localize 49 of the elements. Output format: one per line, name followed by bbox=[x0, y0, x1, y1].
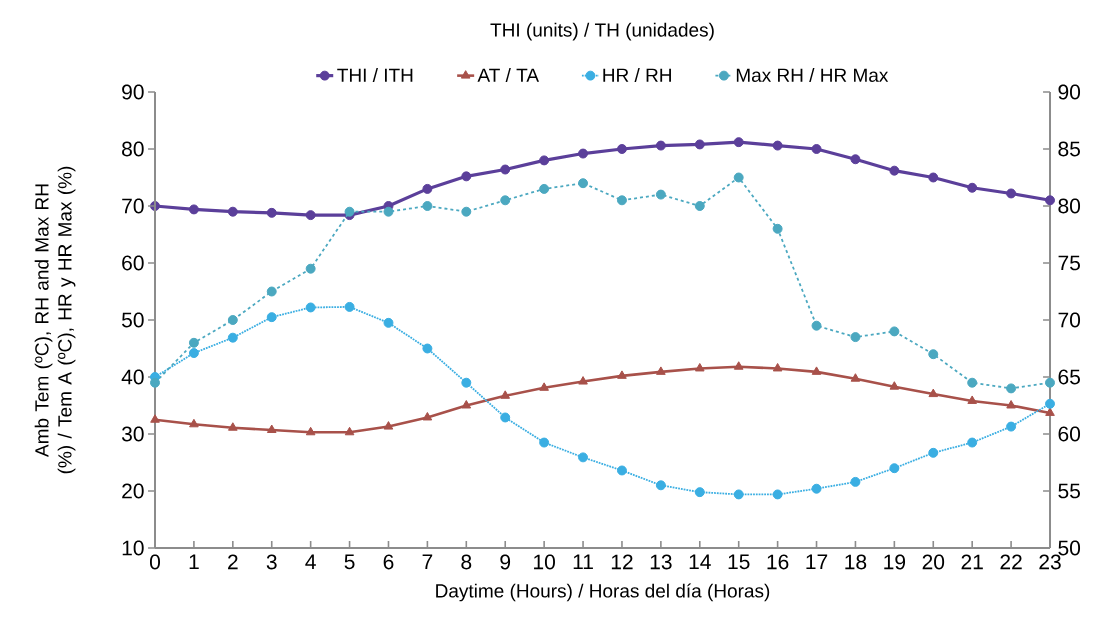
x-tick-label: 10 bbox=[534, 554, 555, 570]
x-tick-label: 18 bbox=[845, 554, 867, 570]
y2-tick-label: 80 bbox=[1058, 198, 1081, 214]
x-tick-label: 2 bbox=[228, 554, 238, 570]
x-tick-label: 21 bbox=[961, 554, 983, 570]
y-tick-label: 30 bbox=[121, 426, 144, 442]
y-tick-label: 10 bbox=[122, 540, 144, 556]
x-tick-label: 19 bbox=[884, 554, 906, 570]
x-axis-title: Daytime (Hours) / Horas del día (Horas) bbox=[436, 583, 770, 602]
y2-tick-label: 85 bbox=[1058, 141, 1080, 157]
x-tick-label: 8 bbox=[461, 554, 472, 570]
y-axis-title: Amb Tem (ºC), RH and Max RH (%) / Tem A (ºC), HR y HR Max (%) bbox=[34, 166, 76, 474]
x-tick-label: 3 bbox=[266, 554, 277, 570]
x-tick-label: 9 bbox=[500, 554, 511, 570]
y-tick-label: 20 bbox=[122, 483, 144, 499]
x-tick-label: 12 bbox=[611, 554, 633, 570]
y2-tick-label: 65 bbox=[1058, 369, 1080, 385]
y-tick-label: 50 bbox=[121, 312, 144, 328]
x-tick-label: 17 bbox=[806, 554, 828, 569]
y2-tick-label: 60 bbox=[1058, 426, 1081, 442]
y2-tick-label: 70 bbox=[1058, 312, 1081, 328]
y2-tick-label: 90 bbox=[1058, 84, 1081, 100]
y-tick-label: 40 bbox=[121, 369, 144, 385]
x-tick-label: 13 bbox=[650, 554, 672, 570]
x-tick-label: 7 bbox=[422, 554, 433, 569]
y-tick-label: 70 bbox=[122, 198, 144, 214]
y2-tick-label: 55 bbox=[1058, 483, 1080, 499]
x-tick-label: 5 bbox=[344, 554, 355, 570]
legend-label: THI / ITH bbox=[337, 68, 413, 82]
x-tick-label: 15 bbox=[728, 554, 750, 570]
x-tick-label: 14 bbox=[689, 554, 711, 569]
x-tick-label: 1 bbox=[189, 554, 199, 569]
x-tick-label: 20 bbox=[922, 554, 945, 570]
x-tick-label: 6 bbox=[383, 554, 394, 570]
y-tick-label: 90 bbox=[122, 84, 144, 100]
y2-tick-label: 75 bbox=[1058, 255, 1080, 271]
x-tick-label: 11 bbox=[573, 554, 593, 569]
legend-label: AT / TA bbox=[477, 68, 540, 82]
x-tick-label: 16 bbox=[767, 554, 789, 570]
y-tick-label: 80 bbox=[122, 141, 144, 157]
y-tick-label: 60 bbox=[122, 255, 144, 271]
legend-label: Max RH / HR Max bbox=[736, 68, 889, 82]
x-tick-label: 23 bbox=[1039, 554, 1061, 570]
x-tick-label: 4 bbox=[305, 554, 316, 569]
y2-tick-label: 50 bbox=[1058, 540, 1081, 556]
x-tick-label: 22 bbox=[1000, 554, 1022, 570]
y2-axis-title: THI (units) / TH (unidades) bbox=[490, 22, 714, 41]
x-tick-label: 0 bbox=[149, 554, 161, 570]
legend-label: HR / RH bbox=[603, 68, 671, 82]
